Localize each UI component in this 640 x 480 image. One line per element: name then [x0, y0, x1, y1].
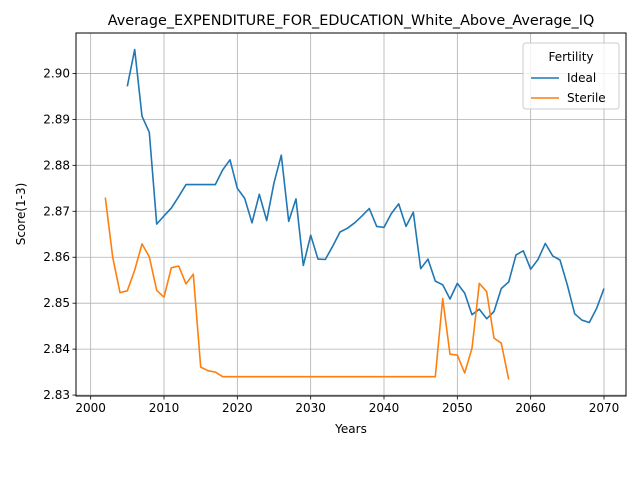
x-tick-label: 2050	[442, 401, 473, 415]
legend-label-sterile: Sterile	[567, 91, 606, 105]
y-tick-label: 2.86	[43, 250, 70, 264]
y-tick-label: 2.88	[43, 158, 70, 172]
chart-title: Average_EXPENDITURE_FOR_EDUCATION_White_…	[108, 13, 595, 29]
x-tick-label: 2020	[222, 401, 253, 415]
x-tick-label: 2070	[589, 401, 620, 415]
legend-title: Fertility	[548, 50, 593, 64]
x-tick-label: 2030	[295, 401, 326, 415]
y-axis-label: Score(1-3)	[14, 183, 28, 246]
legend-label-ideal: Ideal	[567, 71, 596, 85]
y-tick-label: 2.85	[43, 296, 70, 310]
y-tick-label: 2.84	[43, 342, 70, 356]
x-axis-label: Years	[334, 422, 367, 436]
x-tick-label: 2060	[515, 401, 546, 415]
y-tick-label: 2.90	[43, 66, 70, 80]
x-tick-label: 2040	[369, 401, 400, 415]
y-tick-label: 2.87	[43, 204, 70, 218]
y-tick-label: 2.89	[43, 112, 70, 126]
x-tick-label: 2000	[75, 401, 106, 415]
x-tick-label: 2010	[149, 401, 180, 415]
legend: Fertility Ideal Sterile	[523, 43, 619, 109]
y-tick-label: 2.83	[43, 388, 70, 402]
